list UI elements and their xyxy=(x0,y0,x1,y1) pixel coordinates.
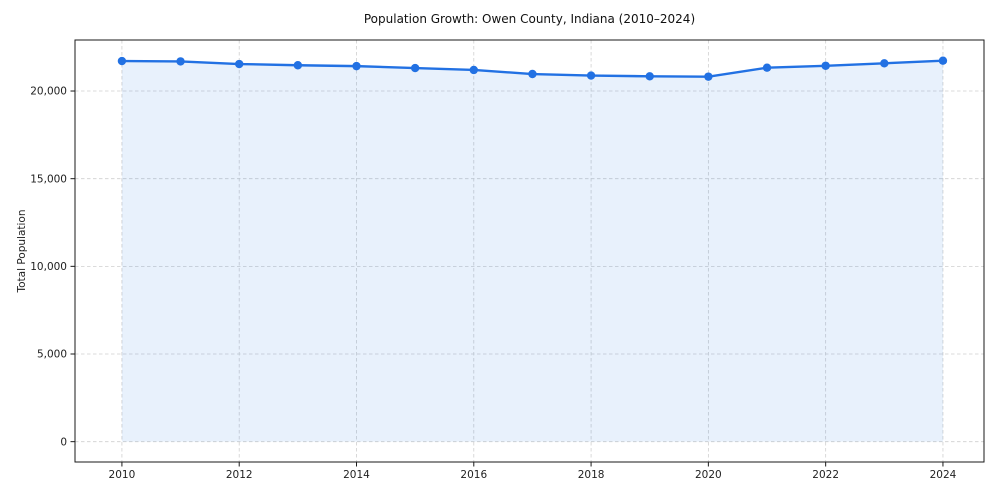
data-point xyxy=(880,59,889,68)
x-tick-label: 2012 xyxy=(226,469,253,481)
data-point xyxy=(645,72,654,81)
data-point xyxy=(704,72,713,81)
data-point xyxy=(293,61,303,70)
y-tick-label: 5,000 xyxy=(37,349,67,361)
x-tick-label: 2020 xyxy=(695,469,722,481)
data-point xyxy=(586,71,596,80)
y-tick-label: 15,000 xyxy=(30,173,67,185)
axis-tick-labels: 2010 2012 2014 2016 2018 2020 2022 2024 0 5,000 10… xyxy=(30,86,956,481)
data-point xyxy=(117,56,127,66)
data-point xyxy=(528,69,537,79)
data-point xyxy=(235,59,244,69)
data-point xyxy=(938,56,948,65)
data-point xyxy=(410,63,420,73)
data-point xyxy=(469,65,478,75)
gridlines xyxy=(75,40,984,462)
x-tick-label: 2022 xyxy=(812,469,839,481)
x-tick-label: 2014 xyxy=(343,469,370,481)
x-tick-label: 2018 xyxy=(578,469,605,481)
plot-border xyxy=(74,39,985,463)
x-tick-label: 2024 xyxy=(930,469,957,481)
axis-ticks xyxy=(70,90,944,467)
data-point xyxy=(176,57,185,66)
area-fill xyxy=(121,60,943,442)
x-tick-label: 2016 xyxy=(460,469,487,481)
data-point xyxy=(352,61,361,71)
y-tick-label: 10,000 xyxy=(30,261,67,273)
x-tick-label: 2010 xyxy=(109,469,136,481)
data-points xyxy=(117,56,948,81)
chart-title: Population Growth: Owen County, Indiana … xyxy=(363,12,696,26)
data-point xyxy=(762,63,772,72)
y-tick-label: 20,000 xyxy=(30,86,67,98)
data-point xyxy=(821,61,830,70)
y-tick-label: 0 xyxy=(60,436,67,448)
